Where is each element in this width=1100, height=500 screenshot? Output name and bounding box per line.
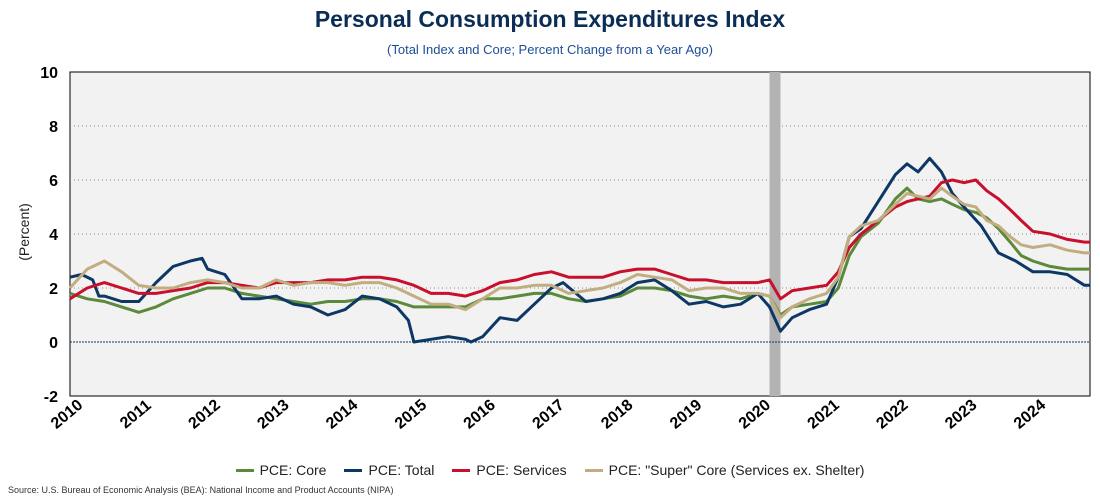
- x-tick-label: 2021: [805, 397, 843, 433]
- recession-band-layer: [769, 72, 781, 396]
- legend-swatch: [452, 468, 471, 472]
- y-tick-label: -2: [44, 389, 58, 406]
- legend-item: PCE: Core: [235, 462, 327, 478]
- legend-swatch: [235, 468, 254, 472]
- legend-label: PCE: Core: [259, 462, 327, 478]
- legend-label: PCE: "Super" Core (Services ex. Shelter): [608, 462, 865, 478]
- legend-item: PCE: "Super" Core (Services ex. Shelter): [584, 462, 865, 478]
- x-tick-label: 2012: [186, 397, 224, 433]
- source-note: Source: U.S. Bureau of Economic Analysis…: [8, 485, 394, 495]
- chart-title: Personal Consumption Expenditures Index: [314, 6, 786, 32]
- x-tick-label: 2011: [117, 397, 155, 432]
- legend-label: PCE: Services: [476, 462, 567, 478]
- x-tick-label: 2018: [598, 397, 636, 433]
- recession-band: [769, 72, 781, 396]
- legend-item: PCE: Total: [344, 462, 434, 478]
- y-tick-label: 4: [49, 227, 58, 244]
- chart-subtitle: (Total Index and Core; Percent Change fr…: [387, 42, 713, 57]
- legend-swatch: [584, 468, 603, 472]
- chart-canvas: -2 0 2 4 6 8 10 2 0 10 2011 2012 2013 2014 2015 2016 20…: [40, 65, 1091, 433]
- x-tick-label: 2019: [667, 397, 705, 433]
- x-tick-label: 2022: [873, 397, 911, 433]
- series-layer: [68, 156, 1090, 344]
- legend: PCE: Core PCE: Total PCE: Services PCE: "Su…: [0, 462, 1100, 478]
- series-line-1: [69, 186, 1090, 317]
- y-tick-labels: -2 0 2 4 6 8 10: [40, 65, 58, 406]
- x-tick-label: 2020: [736, 397, 774, 433]
- x-tick-label: 2015: [392, 397, 430, 433]
- y-tick-label: 8: [49, 119, 58, 136]
- legend-label: PCE: Total: [368, 462, 435, 478]
- x-tick-label: 2014: [323, 397, 361, 433]
- y-tick-label: 6: [49, 173, 58, 190]
- legend-item: PCE: Services: [452, 462, 567, 478]
- x-tick-label: 2013: [254, 397, 292, 433]
- series-line-4: [68, 186, 1090, 320]
- y-tick-label: 10: [40, 65, 58, 82]
- legend-swatch: [344, 468, 363, 472]
- x-tick-labels: 2010 2011 2012 2013 2014 2015 2016 2017 2018 2019…: [48, 397, 1049, 433]
- y-tick-label: 0: [49, 335, 58, 352]
- x-tick-label: 2016: [461, 397, 499, 433]
- x-tick-label: 2017: [529, 397, 567, 433]
- x-tick-label: 2024: [1011, 397, 1049, 433]
- y-tick-label: 2: [49, 281, 58, 298]
- x-tick-label: 2023: [942, 397, 980, 433]
